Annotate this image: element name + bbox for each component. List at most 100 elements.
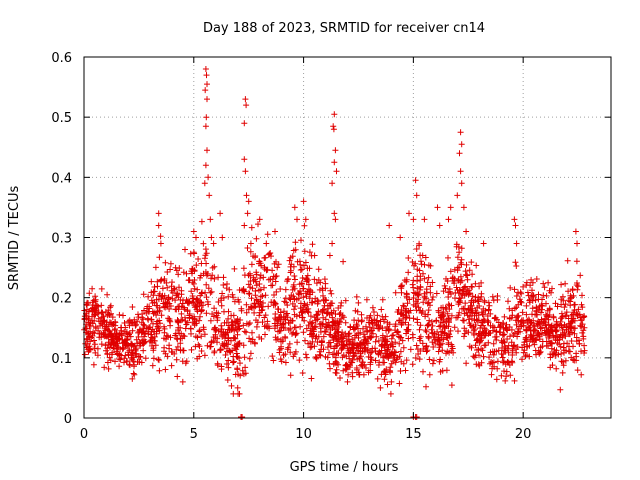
data-point: [444, 310, 451, 317]
data-point: [94, 352, 101, 359]
data-point: [552, 337, 559, 343]
data-point: [109, 349, 116, 356]
data-point: [233, 350, 240, 357]
data-point: [570, 356, 576, 363]
data-point: [278, 343, 285, 350]
data-point: [224, 345, 230, 352]
data-point: [324, 344, 331, 351]
data-point: [198, 218, 205, 225]
data-point: [155, 356, 162, 363]
data-point: [322, 329, 329, 335]
data-point: [352, 325, 359, 332]
data-point: [271, 299, 278, 306]
data-point: [162, 259, 169, 266]
data-point: [476, 339, 483, 346]
data-point: [327, 343, 334, 350]
data-point-outlier: [263, 240, 270, 247]
data-point: [101, 364, 108, 371]
data-point: [461, 317, 467, 324]
data-point: [291, 285, 298, 292]
data-point: [421, 275, 428, 282]
data-point: [562, 357, 569, 364]
data-point: [248, 261, 255, 268]
data-point: [337, 375, 343, 381]
data-point: [176, 265, 183, 272]
data-point: [486, 330, 493, 336]
data-point: [430, 357, 437, 364]
data-point: [505, 342, 512, 349]
data-point: [360, 325, 366, 332]
data-point: [567, 295, 574, 302]
data-point: [496, 324, 503, 331]
data-point: [478, 359, 485, 366]
data-point: [191, 304, 198, 311]
data-point: [419, 340, 426, 347]
data-point: [529, 336, 535, 343]
data-point: [466, 306, 473, 313]
data-point: [228, 382, 235, 389]
data-point-outlier: [410, 216, 417, 223]
data-point: [523, 311, 530, 318]
data-point: [109, 339, 116, 345]
data-point: [177, 324, 184, 331]
data-point: [253, 282, 260, 289]
data-point: [135, 314, 142, 321]
data-point: [364, 328, 370, 335]
data-point: [275, 306, 282, 313]
data-point: [383, 327, 389, 334]
data-point: [278, 358, 285, 365]
data-point: [560, 362, 567, 369]
data-point: [463, 271, 470, 278]
data-point: [288, 267, 294, 274]
data-point: [349, 341, 356, 348]
data-point: [573, 310, 580, 317]
data-point: [413, 307, 420, 314]
data-point: [371, 309, 377, 315]
data-point: [291, 273, 298, 279]
data-point: [256, 334, 263, 341]
data-point: [420, 368, 426, 375]
data-point: [379, 313, 386, 320]
data-point-outlier: [203, 114, 210, 121]
data-point: [259, 319, 266, 326]
data-point: [233, 346, 240, 353]
data-point-outlier: [330, 123, 337, 130]
data-point: [470, 299, 477, 306]
data-point: [287, 349, 294, 356]
data-point: [101, 333, 108, 340]
data-point: [359, 344, 366, 351]
data-point: [580, 335, 587, 342]
data-point: [487, 360, 493, 367]
data-point: [458, 295, 464, 301]
data-point: [196, 343, 203, 350]
data-point-outlier: [458, 180, 465, 187]
data-point: [425, 311, 431, 318]
data-point: [425, 307, 432, 314]
data-point: [168, 362, 175, 369]
data-point: [183, 358, 190, 365]
data-point: [305, 281, 312, 288]
data-point: [543, 342, 550, 349]
data-point: [121, 355, 128, 362]
data-point: [395, 333, 402, 340]
data-point: [463, 290, 470, 297]
data-point: [365, 369, 372, 376]
data-point: [188, 330, 194, 337]
data-point: [116, 311, 123, 318]
data-point-outlier: [456, 150, 463, 157]
data-point: [559, 332, 566, 339]
data-point: [174, 336, 181, 343]
data-point: [460, 305, 467, 312]
data-point: [167, 266, 174, 273]
data-point: [530, 317, 537, 324]
data-point: [149, 326, 156, 333]
data-point: [246, 291, 253, 297]
data-point: [309, 241, 316, 248]
data-point: [302, 351, 309, 358]
data-point: [211, 305, 218, 312]
data-point: [264, 318, 271, 325]
data-point: [387, 369, 394, 376]
data-point: [560, 297, 567, 304]
data-point: [311, 343, 318, 350]
data-point: [184, 299, 191, 306]
